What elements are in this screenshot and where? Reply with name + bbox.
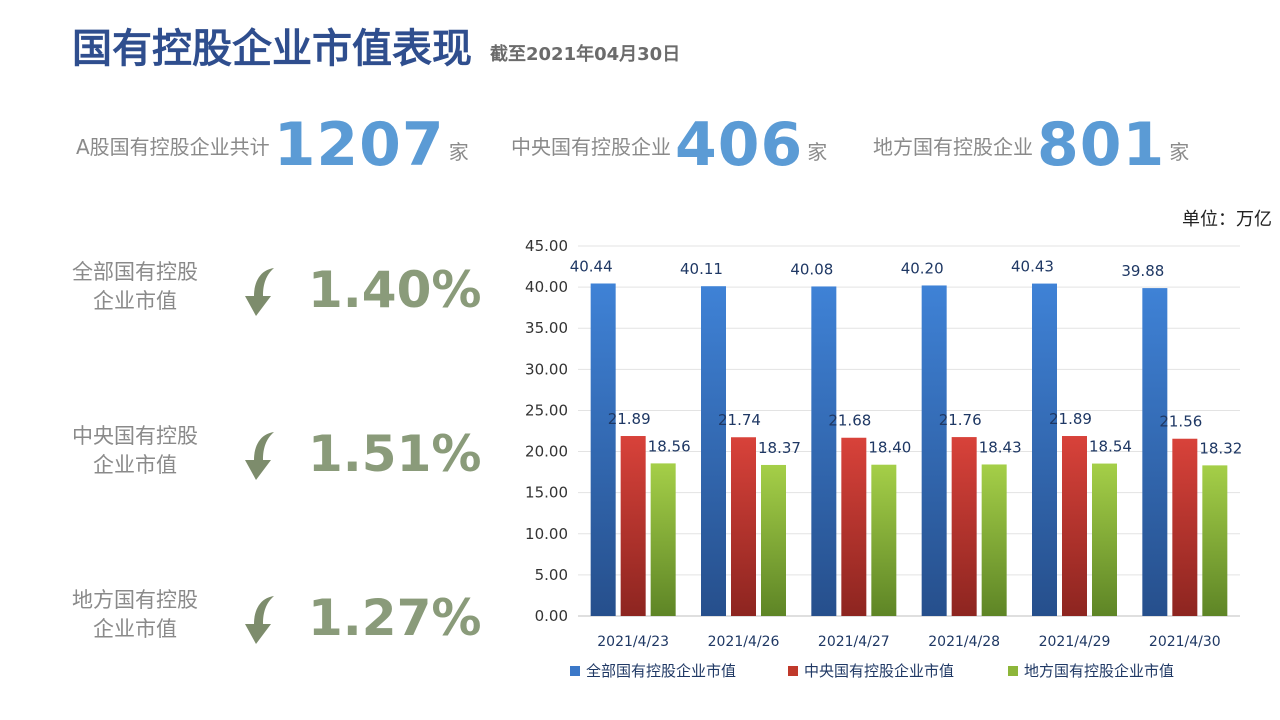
bar: [1142, 288, 1168, 616]
kpi-central-unit: 家: [807, 139, 828, 164]
bar: [590, 283, 616, 616]
bar: [811, 286, 837, 616]
bar: [841, 437, 867, 616]
legend-swatch: [570, 666, 580, 676]
bar: [731, 437, 756, 616]
change-all-label-line2: 企业市值: [93, 289, 177, 313]
legend-label: 地方国有控股企业市值: [1024, 662, 1174, 680]
change-local-label-line1: 地方国有控股: [72, 588, 198, 612]
bar: [650, 463, 676, 616]
legend-swatch: [1008, 666, 1018, 676]
bar: [921, 285, 947, 616]
y-tick-label: 45.00: [525, 237, 568, 255]
date-note: 截至2021年04月30日: [490, 44, 681, 65]
change-central-value: 1.51%: [308, 425, 482, 483]
data-label: 21.89: [1049, 410, 1092, 428]
kpi-total: A股国有控股企业共计 1207 家: [76, 112, 469, 178]
bar: [1172, 438, 1198, 616]
bar: [620, 436, 646, 616]
bar: [1032, 283, 1057, 616]
x-tick-label: 2021/4/23: [597, 634, 669, 650]
y-tick-label: 0.00: [535, 607, 568, 625]
x-tick-label: 2021/4/26: [708, 634, 780, 650]
title-row: 国有控股企业市值表现 截至2021年04月30日: [72, 18, 680, 74]
chart-gridlines: [578, 245, 1240, 617]
chart-axis-labels: 0.00 5.00 10.00 15.00 20.00 25.00 30.00 35.00 40…: [525, 237, 1221, 650]
bar: [981, 464, 1007, 616]
legend-label: 全部国有控股企业市值: [586, 662, 736, 680]
x-tick-label: 2021/4/30: [1149, 634, 1221, 650]
curved-down-arrow-icon: [245, 596, 274, 644]
change-central-label: 中央国有控股 企业市值: [50, 422, 220, 480]
kpi-total-value: 1207: [273, 110, 445, 180]
curved-down-arrow-icon: [245, 432, 274, 480]
data-label: 18.32: [1199, 439, 1242, 457]
bar: [1062, 436, 1087, 616]
data-label: 21.76: [939, 411, 982, 429]
legend-label: 中央国有控股企业市值: [804, 662, 954, 680]
data-label: 18.37: [758, 439, 801, 457]
data-label: 18.43: [979, 438, 1022, 456]
y-tick-label: 15.00: [525, 484, 568, 502]
page-title: 国有控股企业市值表现: [72, 26, 472, 72]
bar: [701, 286, 726, 616]
data-label: 21.74: [718, 411, 761, 429]
bar: [951, 437, 977, 616]
change-central: 中央国有控股 企业市值 1.51%: [50, 422, 482, 502]
y-tick-label: 25.00: [525, 401, 568, 419]
kpi-local: 地方国有控股企业 801 家: [873, 112, 1189, 178]
kpi-local-value: 801: [1037, 110, 1166, 180]
data-label: 21.56: [1159, 413, 1202, 431]
bar: [1092, 463, 1117, 616]
y-tick-label: 40.00: [525, 278, 568, 296]
change-all-label: 全部国有控股 企业市值: [50, 258, 220, 316]
x-tick-label: 2021/4/29: [1039, 634, 1111, 650]
bar: [1202, 465, 1228, 616]
kpi-central: 中央国有控股企业 406 家: [511, 112, 827, 178]
kpi-central-value: 406: [675, 110, 804, 180]
data-label: 40.44: [570, 257, 613, 275]
market-value-bar-chart: 40.44 21.89 18.56 40.11 21.74 18.37 40.08 21.68…: [525, 237, 1243, 680]
kpi-total-unit: 家: [448, 139, 469, 164]
change-local: 地方国有控股 企业市值 1.27%: [50, 586, 482, 666]
data-label: 40.20: [901, 259, 944, 277]
data-label: 39.88: [1121, 262, 1164, 280]
data-label: 18.40: [868, 439, 911, 457]
x-tick-label: 2021/4/28: [928, 634, 1000, 650]
change-all-label-line1: 全部国有控股: [72, 260, 198, 284]
data-label: 40.11: [680, 260, 723, 278]
data-label: 40.08: [790, 260, 833, 278]
chart-legend: 全部国有控股企业市值 中央国有控股企业市值 地方国有控股企业市值: [570, 662, 1174, 680]
change-central-label-line1: 中央国有控股: [72, 424, 198, 448]
chart-data-labels: 40.44 21.89 18.56 40.11 21.74 18.37 40.08 21.68…: [570, 257, 1243, 457]
change-central-label-line2: 企业市值: [93, 453, 177, 477]
data-label: 40.43: [1011, 258, 1054, 276]
y-tick-label: 10.00: [525, 525, 568, 543]
unit-label: 单位：万亿: [1182, 209, 1272, 230]
y-tick-label: 35.00: [525, 319, 568, 337]
change-local-label-line2: 企业市值: [93, 617, 177, 641]
change-all: 全部国有控股 企业市值 1.40%: [50, 258, 482, 338]
y-tick-label: 20.00: [525, 443, 568, 461]
y-tick-label: 5.00: [535, 566, 568, 584]
chart-bars: [590, 283, 1228, 616]
change-all-value: 1.40%: [308, 261, 482, 319]
bar: [871, 464, 897, 616]
data-label: 18.56: [648, 437, 691, 455]
kpi-central-label: 中央国有控股企业: [511, 134, 671, 159]
kpi-local-unit: 家: [1169, 139, 1190, 164]
legend-swatch: [788, 666, 798, 676]
data-label: 21.89: [608, 410, 651, 428]
bar: [761, 464, 786, 616]
data-label: 18.54: [1089, 438, 1132, 456]
kpi-local-label: 地方国有控股企业: [873, 134, 1033, 159]
change-local-value: 1.27%: [308, 589, 482, 647]
curved-down-arrow-icon: [245, 268, 274, 316]
y-tick-label: 30.00: [525, 360, 568, 378]
data-label: 21.68: [828, 412, 871, 430]
change-local-label: 地方国有控股 企业市值: [50, 586, 220, 644]
kpi-total-label: A股国有控股企业共计: [76, 134, 270, 159]
x-tick-label: 2021/4/27: [818, 634, 890, 650]
